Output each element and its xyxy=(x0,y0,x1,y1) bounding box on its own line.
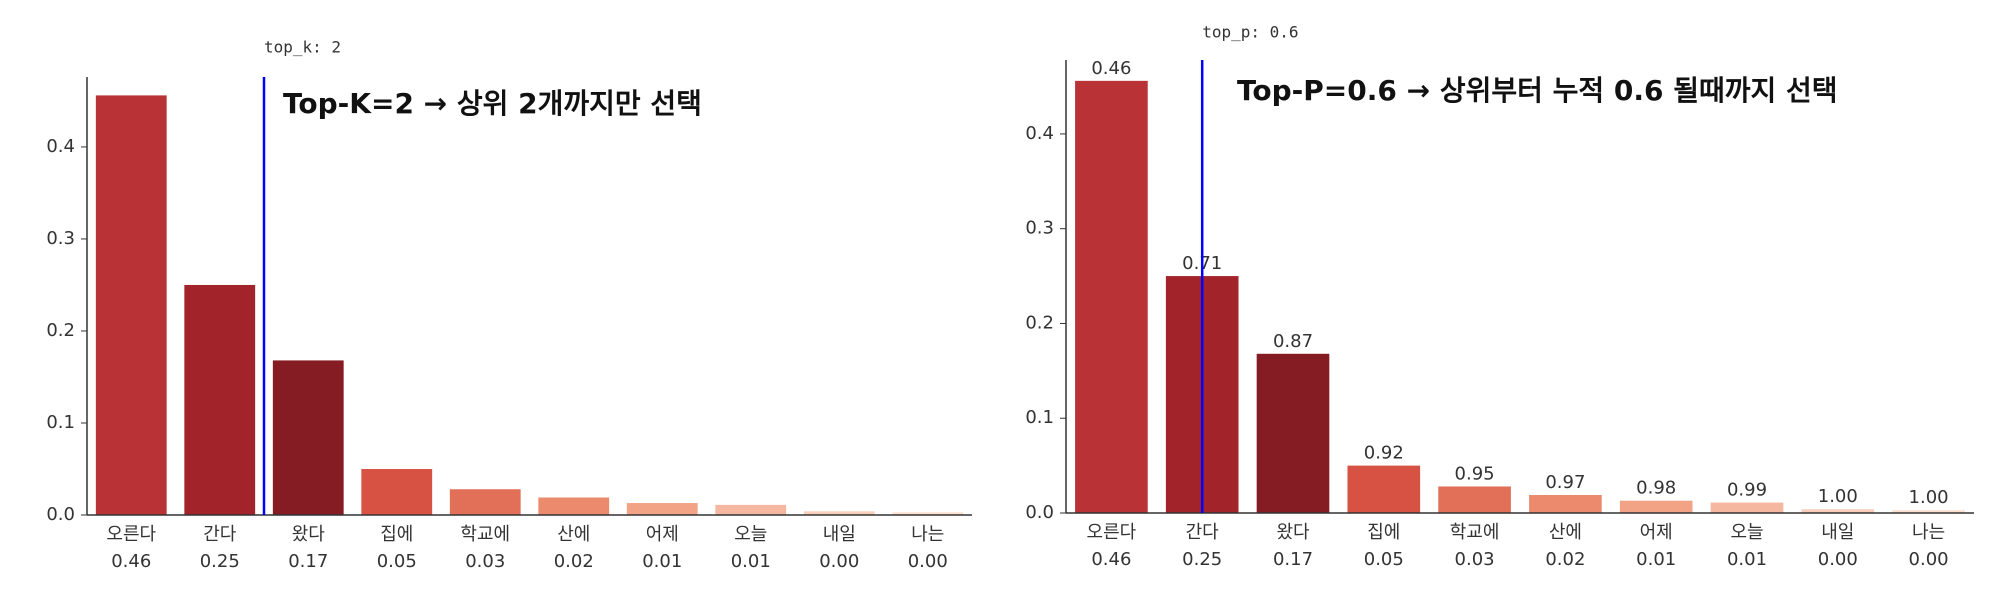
bar xyxy=(715,504,787,515)
y-tick-label: 0.0 xyxy=(1025,502,1054,523)
x-tick-label: 산에 xyxy=(557,524,590,545)
x-tick-value: 0.00 xyxy=(1909,549,1949,570)
y-tick-label: 0.0 xyxy=(46,504,75,525)
x-tick-label: 산에 xyxy=(1549,522,1582,543)
x-tick-value: 0.25 xyxy=(1182,549,1222,570)
x-tick-label: 왔다 xyxy=(292,524,326,545)
x-tick-value: 0.03 xyxy=(1455,549,1495,570)
bar xyxy=(184,284,256,515)
x-tick-label: 학교에 xyxy=(460,524,510,545)
x-tick-value: 0.25 xyxy=(200,551,240,572)
x-tick-value: 0.46 xyxy=(1091,549,1131,570)
x-tick-value: 0.00 xyxy=(908,551,948,572)
bar-label: 0.87 xyxy=(1273,331,1313,352)
threshold-label: top_k: 2 xyxy=(264,38,341,57)
bar-label: 1.00 xyxy=(1909,487,1949,508)
x-tick-value: 0.02 xyxy=(1545,549,1585,570)
bar-label: 1.00 xyxy=(1818,486,1858,507)
bar xyxy=(1892,510,1965,513)
bar xyxy=(1256,353,1330,513)
y-tick-label: 0.1 xyxy=(46,412,75,433)
x-tick-value: 0.00 xyxy=(1818,549,1858,570)
bar-label: 0.95 xyxy=(1455,463,1495,484)
bar xyxy=(272,360,344,515)
x-tick-value: 0.05 xyxy=(1364,549,1404,570)
x-tick-value: 0.01 xyxy=(1727,549,1767,570)
bar xyxy=(361,468,433,515)
x-tick-value: 0.17 xyxy=(1273,549,1313,570)
bar xyxy=(1075,80,1148,514)
x-tick-value: 0.01 xyxy=(731,551,771,572)
x-tick-label: 집에 xyxy=(1367,522,1400,543)
threshold-label: top_p: 0.6 xyxy=(1202,23,1298,42)
x-tick-value: 0.05 xyxy=(377,551,417,572)
x-tick-label: 나는 xyxy=(911,524,944,545)
bar xyxy=(95,95,167,516)
x-tick-label: 어제 xyxy=(1640,522,1673,543)
bar xyxy=(1710,502,1784,513)
x-tick-label: 간다 xyxy=(1186,522,1220,543)
bar xyxy=(1619,500,1693,513)
x-tick-value: 0.01 xyxy=(1636,549,1676,570)
x-tick-label: 오늘 xyxy=(734,524,767,545)
bar xyxy=(449,489,521,515)
bar xyxy=(1529,494,1602,513)
bar-label: 0.92 xyxy=(1364,443,1404,464)
y-tick-label: 0.3 xyxy=(46,228,75,249)
x-tick-value: 0.01 xyxy=(642,551,682,572)
x-tick-label: 나는 xyxy=(1912,522,1945,543)
bar-label: 0.99 xyxy=(1727,480,1767,501)
x-tick-value: 0.17 xyxy=(288,551,328,572)
bar xyxy=(538,497,610,515)
y-tick-label: 0.3 xyxy=(1025,218,1054,239)
x-tick-value: 0.00 xyxy=(819,551,859,572)
bar xyxy=(803,511,875,515)
bar xyxy=(1347,465,1421,513)
x-tick-value: 0.02 xyxy=(554,551,594,572)
x-tick-label: 내일 xyxy=(823,524,856,545)
bar-label: 0.97 xyxy=(1545,472,1585,493)
bar xyxy=(1801,509,1875,513)
y-tick-label: 0.2 xyxy=(1025,312,1054,333)
x-tick-label: 오늘 xyxy=(1730,522,1763,543)
x-tick-value: 0.46 xyxy=(111,551,151,572)
annotation: Top-K=2 → 상위 2개까지만 선택 xyxy=(283,87,702,120)
bar-label: 0.46 xyxy=(1091,58,1131,79)
x-tick-label: 간다 xyxy=(203,524,237,545)
y-tick-label: 0.2 xyxy=(46,320,75,341)
y-tick-label: 0.1 xyxy=(1025,407,1054,428)
x-tick-label: 집에 xyxy=(380,524,413,545)
x-tick-label: 내일 xyxy=(1821,522,1854,543)
bar xyxy=(1438,486,1511,513)
x-tick-label: 오른다 xyxy=(106,524,156,545)
x-tick-label: 학교에 xyxy=(1450,522,1500,543)
y-tick-label: 0.4 xyxy=(46,136,75,157)
x-tick-label: 오른다 xyxy=(1087,522,1137,543)
bar xyxy=(626,503,698,515)
x-tick-value: 0.03 xyxy=(465,551,505,572)
x-tick-label: 왔다 xyxy=(1276,522,1310,543)
bar xyxy=(892,512,964,515)
x-tick-label: 어제 xyxy=(646,524,679,545)
y-tick-label: 0.4 xyxy=(1025,123,1054,144)
annotation: Top-P=0.6 → 상위부터 누적 0.6 될때까지 선택 xyxy=(1237,74,1838,107)
bar-label: 0.98 xyxy=(1636,478,1676,499)
